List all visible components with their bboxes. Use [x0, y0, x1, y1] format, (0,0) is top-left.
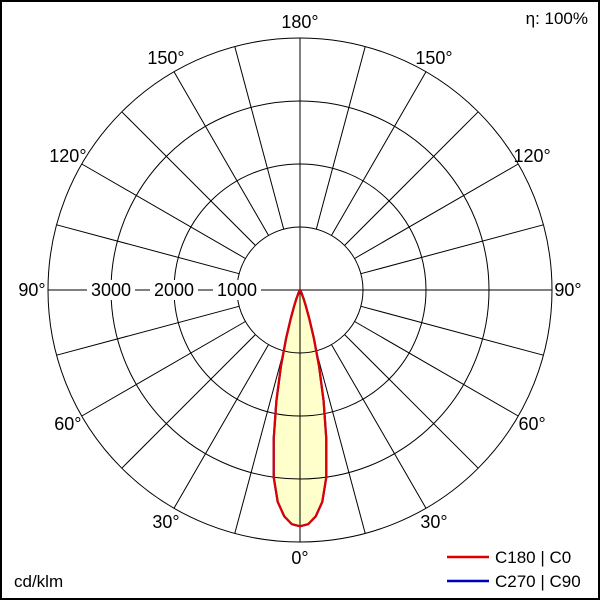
grid-spoke	[81, 321, 246, 417]
angle-label: 180°	[281, 12, 318, 32]
grid-spoke	[121, 334, 256, 469]
ring-label: 1000	[217, 280, 257, 300]
intensity-curve-c180-c0	[272, 288, 328, 528]
grid-spoke	[360, 305, 544, 356]
efficiency-label: η: 100%	[526, 9, 588, 28]
angle-label: 120°	[513, 146, 550, 166]
angle-label: 60°	[518, 414, 545, 434]
grid-spoke	[344, 334, 479, 469]
grid-spoke	[81, 163, 246, 259]
grid-spoke	[173, 71, 269, 236]
ring-label: 3000	[91, 280, 131, 300]
grid-spoke	[360, 224, 544, 275]
legend-label-c180-c0: C180 | C0	[495, 548, 571, 567]
ring-label-bg	[87, 280, 135, 300]
grid-spoke	[234, 46, 285, 230]
grid-spoke	[234, 350, 285, 534]
angle-label: 150°	[147, 48, 184, 68]
grid-spoke	[331, 71, 427, 236]
grid-spoke	[173, 344, 269, 509]
ring-label-bg	[213, 280, 261, 300]
ring-label-bg	[150, 280, 198, 300]
angle-label: 30°	[420, 512, 447, 532]
angle-label: 90°	[554, 280, 581, 300]
grid-spoke	[315, 46, 366, 230]
angle-label: 60°	[54, 414, 81, 434]
legend: C180 | C0 C270 | C90	[447, 548, 581, 591]
ring-label: 2000	[154, 280, 194, 300]
grid-spoke	[56, 224, 240, 275]
legend-label-c270-c90: C270 | C90	[495, 572, 581, 591]
grid-spoke	[315, 350, 366, 534]
angle-label: 0°	[291, 548, 308, 568]
grid-spoke	[354, 163, 519, 259]
grid-spoke	[121, 111, 256, 246]
grid-spoke	[331, 344, 427, 509]
angle-label: 30°	[152, 512, 179, 532]
angle-label: 150°	[415, 48, 452, 68]
grid-spoke	[354, 321, 519, 417]
plot-area: 3000 2000 1000 0° 30° 30° 60° 60° 90° 90° 120° 120°…	[18, 12, 581, 568]
angle-label: 120°	[49, 146, 86, 166]
grid-spoke	[344, 111, 479, 246]
grid-spoke	[56, 305, 240, 356]
angle-label: 90°	[18, 280, 45, 300]
unit-label: cd/klm	[14, 572, 63, 591]
